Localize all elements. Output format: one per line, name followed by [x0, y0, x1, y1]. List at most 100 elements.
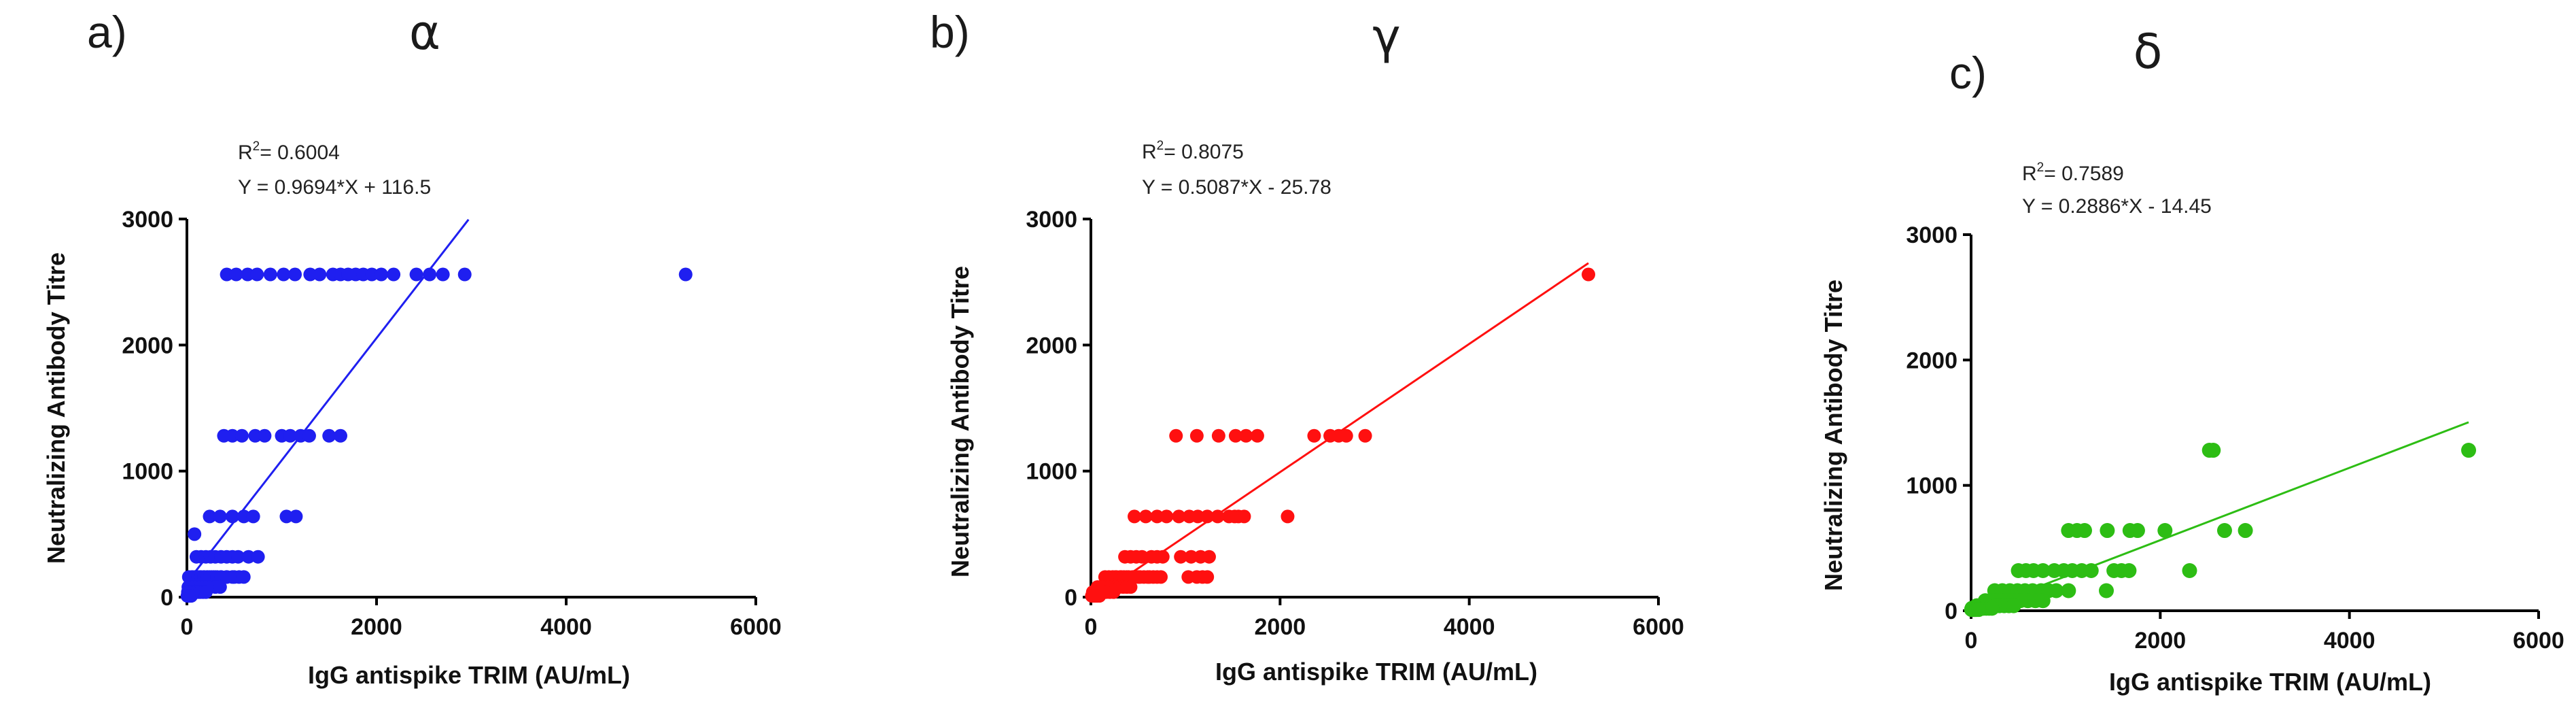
y-axis-label: Neutralizing Antibody Titre	[1820, 280, 1847, 591]
r-squared-annotation: R2= 0.8075	[1142, 139, 1244, 163]
data-point	[1582, 267, 1596, 282]
data-point	[2083, 563, 2099, 579]
r-squared-value: = 0.7589	[2044, 163, 2124, 185]
data-point	[409, 267, 423, 282]
data-point	[283, 428, 298, 443]
data-point	[1200, 509, 1215, 524]
data-point	[1984, 601, 2000, 616]
data-point	[2157, 523, 2173, 539]
y-tick-label: 0	[1945, 598, 1957, 624]
data-point	[1237, 509, 1251, 524]
data-point	[2216, 523, 2232, 539]
y-tick-label: 2000	[1026, 333, 1077, 358]
data-point	[333, 428, 347, 443]
data-point	[2238, 523, 2253, 539]
data-point	[2035, 593, 2051, 609]
r-squared-label: R	[2022, 163, 2037, 185]
x-axis-label: IgG antispike TRIM (AU/mL)	[2109, 668, 2431, 696]
data-point	[423, 267, 437, 282]
axes: 0 2000 4000 6000 0 1000 2000 3000	[1906, 222, 2564, 654]
r-squared-annotation: R2= 0.7589	[2022, 161, 2124, 185]
data-point	[1150, 509, 1164, 524]
data-point	[263, 267, 277, 282]
x-tick-label: 6000	[730, 614, 782, 640]
data-point	[241, 550, 256, 564]
data-point	[225, 428, 239, 443]
data-point	[1189, 428, 1204, 443]
data-point	[1228, 428, 1242, 443]
x-tick-label: 4000	[540, 614, 592, 640]
y-axis-label: Neutralizing Antibody Titre	[946, 266, 974, 577]
r-squared-value: = 0.8075	[1164, 141, 1244, 163]
data-point	[184, 589, 198, 603]
panel-delta: c) δ R2= 0.7589 Y = 0.2886*X - 14.45 Neu…	[1820, 24, 2564, 696]
data-point	[387, 267, 401, 282]
data-point	[1250, 428, 1264, 443]
data-point	[313, 267, 327, 282]
data-point	[258, 428, 272, 443]
data-point	[1092, 589, 1107, 603]
axes: 0 2000 4000 6000 0 1000 2000 3000	[1026, 207, 1684, 640]
x-tick-label: 6000	[2513, 628, 2564, 654]
data-point	[1174, 550, 1188, 564]
data-point	[231, 550, 245, 564]
data-point	[457, 267, 472, 282]
data-point	[1155, 550, 1170, 564]
y-tick-label: 3000	[1906, 222, 1957, 248]
data-point	[277, 267, 291, 282]
data-point	[2099, 583, 2114, 598]
data-point	[237, 570, 251, 584]
data-point	[2061, 583, 2076, 598]
data-point	[303, 267, 317, 282]
panel-gamma: b) γ R2= 0.8075 Y = 0.5087*X - 25.78 Neu…	[930, 7, 1684, 686]
data-point	[1107, 585, 1121, 599]
data-point	[2077, 523, 2092, 539]
data-point	[237, 509, 251, 524]
r-squared-exponent: 2	[1157, 139, 1164, 153]
data-point	[241, 267, 255, 282]
data-point	[288, 267, 302, 282]
data-point	[1172, 509, 1186, 524]
panel-label: c)	[1949, 48, 1987, 98]
x-tick-label: 6000	[1633, 614, 1684, 640]
y-tick-label: 3000	[122, 207, 173, 233]
data-point	[198, 585, 213, 599]
x-tick-label: 0	[181, 614, 194, 640]
data-point	[248, 428, 262, 443]
data-point	[1184, 550, 1198, 564]
data-point	[213, 580, 227, 594]
panel-title: α	[409, 5, 440, 61]
data-point	[220, 267, 234, 282]
data-point	[1135, 550, 1149, 564]
x-tick-label: 2000	[1255, 614, 1306, 640]
data-point	[2100, 523, 2115, 539]
x-tick-label: 0	[1085, 614, 1098, 640]
data-point	[1358, 428, 1372, 443]
data-point	[2182, 563, 2197, 579]
data-point	[2035, 563, 2051, 579]
data-point	[1128, 509, 1142, 524]
data-point	[2006, 598, 2021, 613]
data-point	[1160, 509, 1174, 524]
data-point	[229, 267, 243, 282]
data-point	[213, 509, 227, 524]
data-point	[188, 527, 202, 541]
y-tick-label: 0	[1064, 585, 1077, 611]
data-point	[2129, 523, 2145, 539]
x-axis-label: IgG antispike TRIM (AU/mL)	[308, 661, 630, 689]
data-point	[1169, 428, 1183, 443]
data-point	[2049, 583, 2064, 598]
data-point	[1281, 509, 1295, 524]
data-point	[302, 428, 316, 443]
data-point	[1202, 550, 1216, 564]
r-squared-exponent: 2	[2037, 161, 2044, 175]
data-point	[1211, 509, 1225, 524]
data-point	[374, 267, 388, 282]
y-axis-label: Neutralizing Antibody Titre	[42, 252, 70, 564]
panel-label: a)	[87, 7, 127, 57]
data-point	[225, 509, 239, 524]
data-point	[2206, 443, 2221, 458]
data-points	[1964, 421, 2477, 618]
r-squared-label: R	[238, 141, 253, 164]
